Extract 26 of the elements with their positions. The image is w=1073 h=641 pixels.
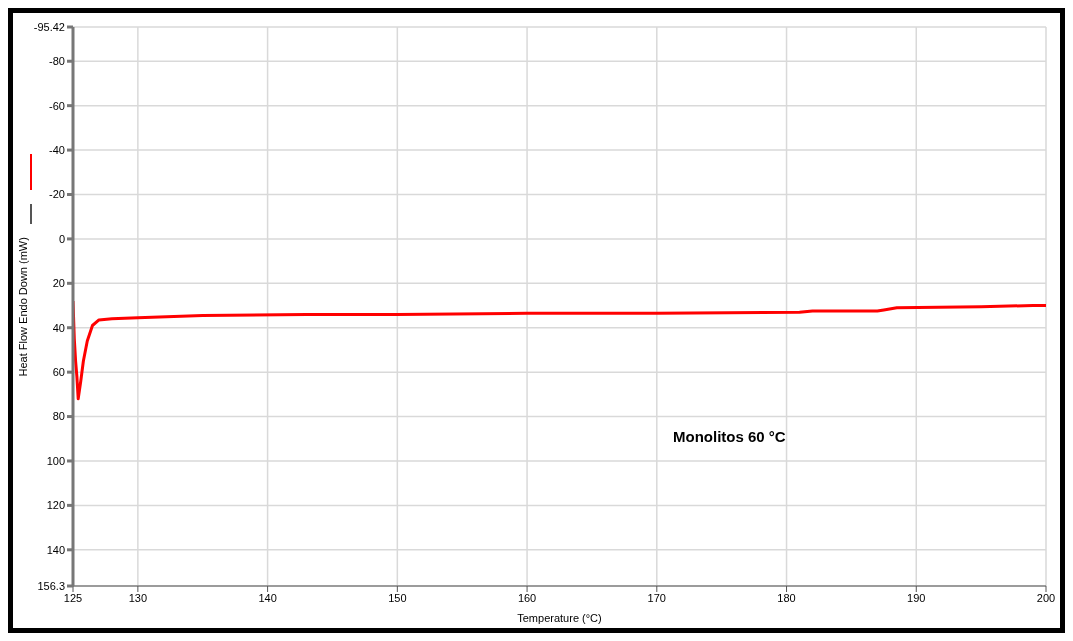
x-tick-label: 140 bbox=[258, 591, 277, 604]
y-tick-label: 0 bbox=[58, 232, 65, 245]
annotation: Monolitos 60 °C bbox=[673, 428, 786, 445]
y-tick-label: -60 bbox=[49, 99, 65, 112]
y-tick-label: 20 bbox=[52, 277, 65, 290]
y-tick-label: 80 bbox=[52, 410, 65, 423]
x-tick-label: 200 bbox=[1036, 591, 1056, 604]
y-tick-label: -20 bbox=[49, 188, 65, 201]
y-tick-label: 156.3 bbox=[37, 579, 65, 592]
y-tick-label: 40 bbox=[52, 321, 65, 334]
y-tick-label: 100 bbox=[46, 454, 65, 467]
x-tick-label: 125 bbox=[63, 591, 83, 604]
x-tick-label: 150 bbox=[388, 591, 407, 604]
x-axis-title: Temperature (°C) bbox=[517, 612, 602, 624]
x-tick-label: 190 bbox=[907, 591, 926, 604]
y-tick-label: -40 bbox=[49, 143, 65, 156]
x-tick-label: 130 bbox=[128, 591, 148, 604]
x-tick-label: 180 bbox=[777, 591, 796, 604]
x-tick-label: 170 bbox=[647, 591, 666, 604]
y-tick-label: 120 bbox=[46, 499, 65, 512]
y-tick-label: 60 bbox=[52, 366, 65, 379]
y-tick-label: -80 bbox=[49, 55, 65, 68]
y-tick-label: -95.42 bbox=[33, 20, 65, 33]
y-tick-label: 140 bbox=[46, 543, 65, 556]
y-axis-title: Heat Flow Endo Down (mW) bbox=[16, 237, 29, 377]
x-tick-label: 160 bbox=[517, 591, 537, 604]
